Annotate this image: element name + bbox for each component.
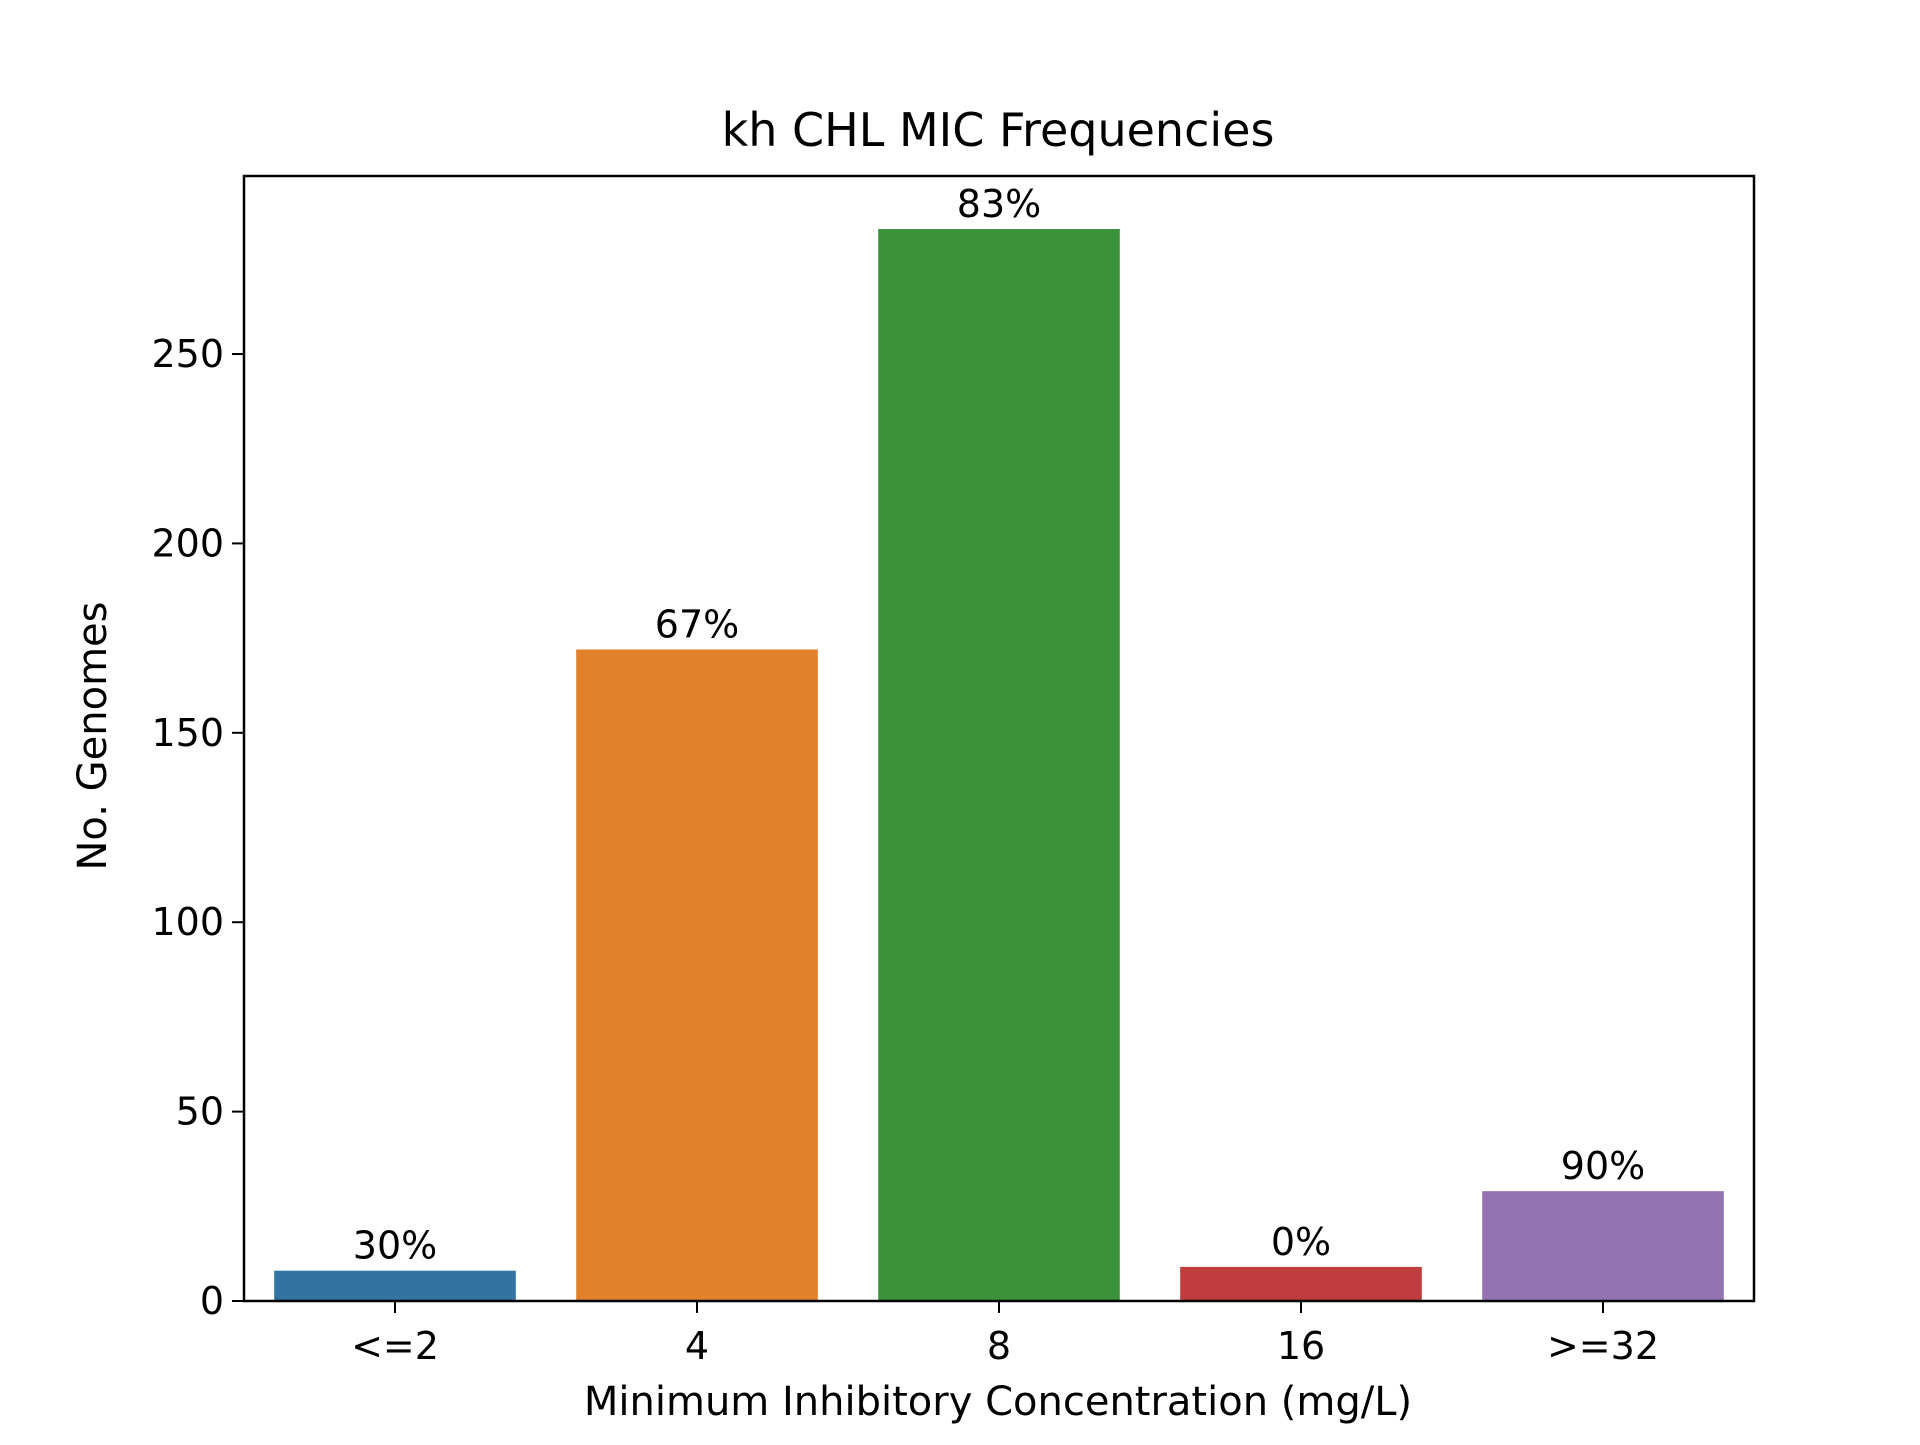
bar-value-label: 83% <box>957 182 1041 226</box>
y-tick-label: 250 <box>151 332 224 376</box>
plot-frame <box>242 174 1756 1303</box>
y-axis-label: No. Genomes <box>70 602 116 871</box>
bar-value-label: 90% <box>1561 1144 1645 1188</box>
bar-value-label: 0% <box>1271 1220 1331 1264</box>
bar <box>576 649 818 1301</box>
bar-value-label: 30% <box>353 1224 437 1268</box>
x-tick-label: 8 <box>987 1324 1011 1368</box>
bar <box>1482 1191 1724 1301</box>
y-tick-label: 150 <box>151 711 224 755</box>
x-tick-label: 16 <box>1277 1324 1325 1368</box>
bar <box>1180 1266 1422 1301</box>
y-tick-label: 50 <box>176 1090 224 1134</box>
y-tick-label: 0 <box>200 1279 224 1323</box>
y-tick-label: 100 <box>151 900 224 944</box>
x-tick-label: 4 <box>685 1324 709 1368</box>
bar-value-label: 67% <box>655 602 739 646</box>
y-tick-label: 200 <box>151 521 224 565</box>
axes-layer: <=2 4 8 16 >=32 0 50 100 150 200 250 <box>151 174 1756 1368</box>
bar <box>878 229 1120 1302</box>
x-tick-label: >=32 <box>1547 1324 1659 1368</box>
bar <box>274 1270 516 1301</box>
x-tick-label: <=2 <box>351 1324 439 1368</box>
bars-layer: 30% 67% 83% 0% 90% <box>274 182 1724 1302</box>
x-axis-label: Minimum Inhibitory Concentration (mg/L) <box>584 1379 1412 1425</box>
chart-title: kh CHL MIC Frequencies <box>722 103 1275 157</box>
